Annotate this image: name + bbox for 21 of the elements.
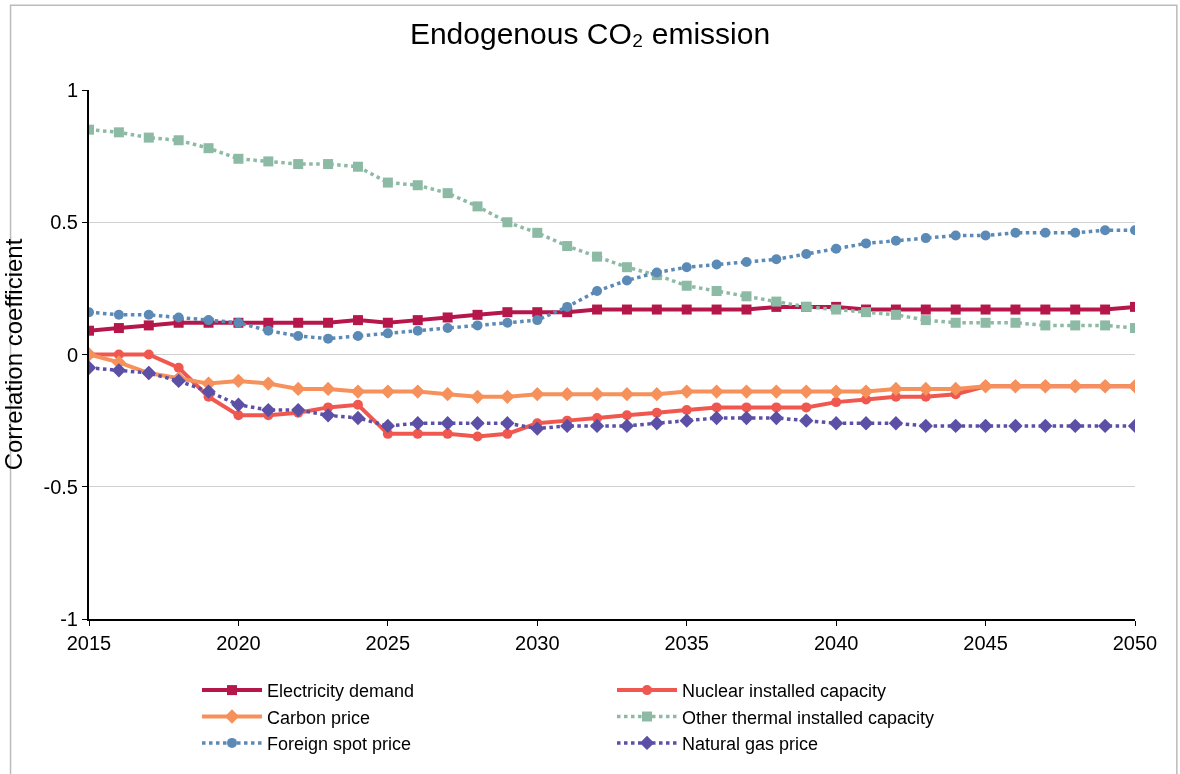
chart-title: Endogenous CO₂ emission [409, 17, 771, 51]
y-tick-label: -1 [60, 608, 78, 630]
legend-label: Carbon price [267, 707, 371, 728]
y-tick-label: 1 [66, 79, 78, 101]
legend-label: Nuclear installed capacity [682, 681, 887, 702]
legend-label: Other thermal installed capacity [682, 707, 935, 728]
x-tick-label: 2035 [664, 632, 709, 654]
y-axis-title: Correlation coefficient [0, 238, 27, 471]
x-tick-label: 2030 [515, 632, 560, 654]
x-tick-label: 2050 [1112, 632, 1158, 654]
legend-label: Natural gas price [682, 733, 819, 754]
x-tick-label: 2020 [216, 632, 261, 654]
legend-label: Electricity demand [267, 681, 415, 702]
y-tick-label: 0 [66, 343, 78, 366]
y-tick-label: -0.5 [43, 475, 78, 498]
legend-label: Foreign spot price [267, 733, 412, 754]
x-tick-label: 2045 [963, 632, 1008, 654]
y-tick-label: 0.5 [50, 211, 78, 234]
x-tick-label: 2015 [66, 632, 112, 654]
x-tick-label: 2040 [813, 632, 859, 654]
x-tick-label: 2025 [365, 632, 411, 654]
